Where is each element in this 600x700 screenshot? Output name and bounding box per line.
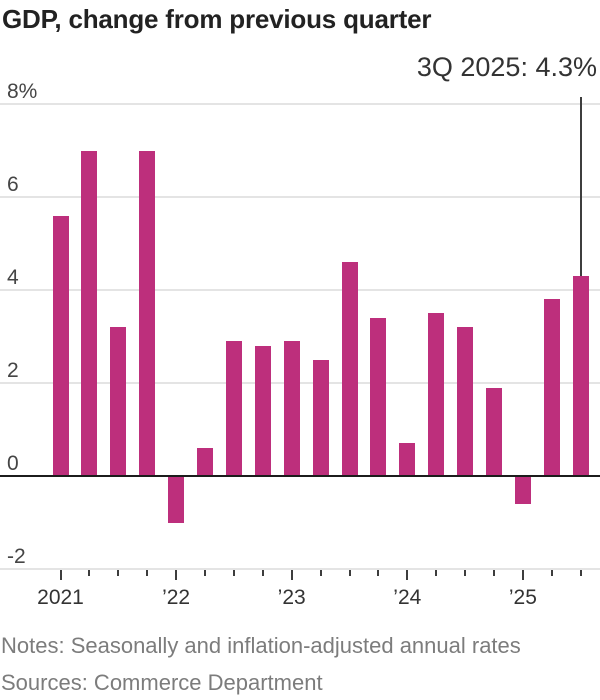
- bar: [370, 317, 387, 476]
- y-gridline: [0, 382, 600, 384]
- bar: [81, 150, 98, 476]
- bar: [168, 476, 185, 523]
- bar: [457, 327, 474, 476]
- callout-label: 3Q 2025: 4.3%: [416, 52, 597, 82]
- x-axis-tick: [146, 570, 149, 576]
- x-axis-tick: [579, 570, 582, 576]
- x-axis-tick: [290, 570, 293, 580]
- x-axis-tick: [59, 570, 62, 580]
- bar: [312, 359, 329, 476]
- bar: [341, 262, 358, 476]
- y-gridline: [0, 196, 600, 198]
- x-axis-tick: [435, 570, 438, 576]
- x-axis-tick: [377, 570, 380, 576]
- y-axis-label: 4: [7, 266, 19, 289]
- chart-title: GDP, change from previous quarter: [2, 4, 432, 34]
- y-gridline: [0, 289, 600, 291]
- x-axis-year-label: ’22: [162, 586, 191, 609]
- bar: [514, 476, 531, 504]
- x-axis-tick: [88, 570, 91, 576]
- bar: [52, 215, 69, 476]
- bar: [543, 299, 560, 476]
- bar: [254, 345, 271, 476]
- x-axis-tick: [406, 570, 409, 580]
- x-axis-tick: [493, 570, 495, 576]
- x-axis-year-label: ’25: [508, 586, 537, 609]
- y-axis-label: 2: [7, 359, 19, 382]
- sources-text: Sources: Commerce Department: [1, 670, 323, 695]
- x-axis-tick: [550, 570, 553, 576]
- bar: [486, 387, 502, 476]
- callout-line: [579, 97, 582, 277]
- bar: [428, 313, 445, 476]
- y-axis-label: 6: [7, 173, 19, 196]
- x-axis-tick: [348, 570, 351, 576]
- x-axis-tick: [232, 570, 235, 576]
- x-axis-year-label: ’23: [277, 586, 306, 609]
- zero-line: [0, 474, 600, 477]
- y-axis-label: 0: [7, 452, 19, 475]
- x-axis-tick: [117, 570, 120, 576]
- x-axis-year-label: ’24: [393, 586, 422, 609]
- bar: [225, 341, 242, 476]
- x-axis-tick: [261, 570, 264, 576]
- y-gridline: [0, 103, 600, 105]
- notes-text: Notes: Seasonally and inflation-adjusted…: [1, 633, 521, 658]
- x-axis-tick: [464, 570, 467, 576]
- bar: [572, 276, 589, 476]
- bar: [283, 341, 300, 476]
- x-axis-tick: [521, 570, 524, 580]
- y-gridline: [0, 568, 600, 570]
- bar: [197, 448, 213, 476]
- bar: [139, 150, 156, 476]
- x-axis-year-label: 2021: [37, 586, 84, 609]
- y-axis-label: 8%: [7, 80, 38, 103]
- bar: [110, 327, 127, 476]
- bar: [399, 443, 416, 476]
- x-axis-tick: [175, 570, 178, 580]
- x-axis-tick: [319, 570, 322, 576]
- y-axis-label: -2: [7, 545, 26, 568]
- x-axis-tick: [204, 570, 206, 576]
